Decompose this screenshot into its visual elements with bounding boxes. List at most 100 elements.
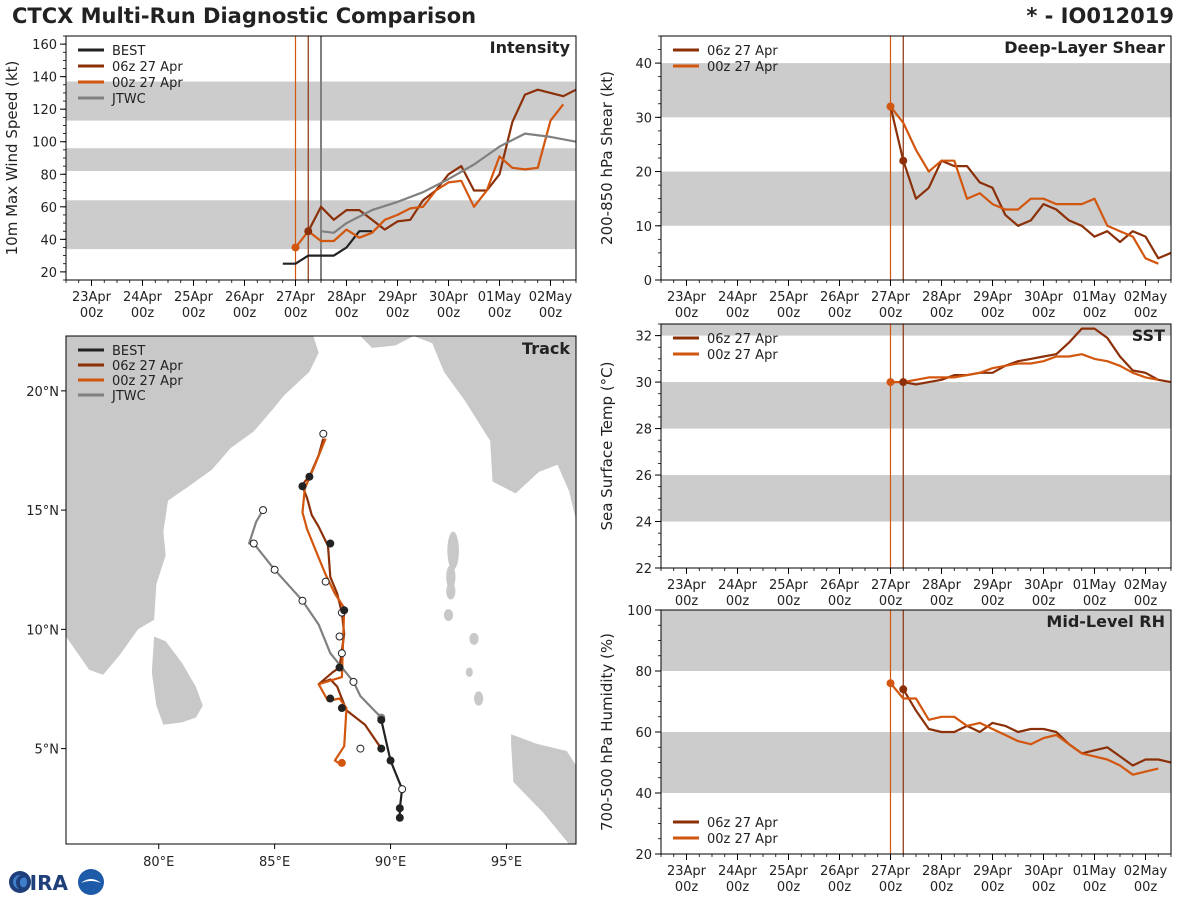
- sst-xtick-day: 01May: [1073, 578, 1117, 593]
- intensity-title: Intensity: [490, 38, 571, 57]
- best-marker: [398, 785, 407, 794]
- intensity-xtick-day: 29Apr: [378, 290, 418, 305]
- jtwc-marker: [298, 596, 307, 605]
- run06-marker: [326, 694, 335, 703]
- sst-ytick-label: 30: [635, 376, 652, 391]
- shear-title: Deep-Layer Shear: [1004, 38, 1165, 57]
- rh-xtick-hour: 00z: [675, 880, 699, 895]
- shear-xtick-hour: 00z: [1134, 306, 1158, 321]
- sst-band-0: [661, 475, 1171, 522]
- jtwc-marker: [270, 565, 279, 574]
- sst-xtick-day: 23Apr: [667, 578, 707, 593]
- island-0: [447, 531, 459, 570]
- shear-xtick-day: 25Apr: [769, 290, 809, 305]
- shear-xtick-day: 01May: [1073, 290, 1117, 305]
- rh-xtick-day: 26Apr: [820, 864, 860, 879]
- intensity-xtick-hour: 00z: [539, 306, 563, 321]
- sst-chart: 22242628303223Apr00z24Apr00z25Apr00z26Ap…: [598, 323, 1172, 609]
- intensity-series-run00: [294, 103, 565, 249]
- rh-xtick-day: 28Apr: [922, 864, 962, 879]
- rh-ytick-label: 80: [635, 665, 652, 680]
- sri-lanka-land: [151, 636, 203, 725]
- track-jtwc: [248, 509, 383, 719]
- intensity-ylabel: 10m Max Wind Speed (kt): [3, 61, 21, 256]
- run06-marker: [319, 429, 328, 438]
- intensity-xtick-day: 30Apr: [429, 290, 469, 305]
- run06-marker: [305, 472, 314, 481]
- intensity-ytick-label: 140: [32, 71, 57, 86]
- rh-band-0: [661, 732, 1171, 793]
- sst-ytick-label: 24: [635, 516, 652, 531]
- shear-init-marker-0: [886, 102, 895, 111]
- shear-xtick-hour: 00z: [1032, 306, 1056, 321]
- rh-xtick-hour: 00z: [879, 880, 903, 895]
- rh-xtick-hour: 00z: [726, 880, 750, 895]
- sst-xtick-day: 28Apr: [922, 578, 962, 593]
- svg-text:CIRA: CIRA: [15, 871, 69, 895]
- intensity-chart: 2040608010012014016023Apr00z24Apr00z25Ap…: [3, 35, 577, 321]
- page-title: CTCX Multi-Run Diagnostic Comparison: [12, 4, 477, 28]
- sst-xtick-hour: 00z: [879, 594, 903, 609]
- track-ytick-label: 10°N: [26, 623, 59, 638]
- sst-xtick-day: 29Apr: [973, 578, 1013, 593]
- shear-legend-label: 06z 27 Apr: [707, 44, 778, 59]
- rh-series-run06: [902, 688, 1171, 767]
- shear-series-group: [889, 105, 1171, 265]
- intensity-legend-label: 06z 27 Apr: [112, 60, 183, 75]
- intensity-series-jtwc: [320, 132, 576, 234]
- map-land: [66, 336, 576, 844]
- shear-legend-label: 00z 27 Apr: [707, 60, 778, 75]
- rh-init-marker-0: [886, 679, 895, 688]
- rh-title: Mid-Level RH: [1046, 612, 1165, 631]
- shear-xtick-day: 26Apr: [820, 290, 860, 305]
- run06-marker: [298, 482, 307, 491]
- island-5: [465, 667, 473, 678]
- intensity-ytick-label: 80: [40, 168, 57, 183]
- intensity-init-marker-0: [291, 243, 300, 252]
- sst-ylabel: Sea Surface Temp (°C): [598, 361, 616, 530]
- rh-xtick-day: 25Apr: [769, 864, 809, 879]
- rh-xtick-hour: 00z: [930, 880, 954, 895]
- shear-xtick-day: 28Apr: [922, 290, 962, 305]
- rh-xtick-hour: 00z: [1083, 880, 1107, 895]
- rh-legend-label: 06z 27 Apr: [707, 816, 778, 831]
- rh-legend-label: 00z 27 Apr: [707, 832, 778, 847]
- rh-ylabel: 700-500 hPa Humidity (%): [598, 633, 616, 831]
- sst-ytick-label: 22: [635, 562, 652, 577]
- rh-xtick-day: 02May: [1124, 864, 1168, 879]
- jtwc-marker: [249, 539, 258, 548]
- intensity-xtick-hour: 00z: [233, 306, 257, 321]
- rh-xtick-hour: 00z: [1134, 880, 1158, 895]
- shear-ytick-label: 10: [635, 220, 652, 235]
- island-4: [469, 632, 479, 645]
- sst-xtick-hour: 00z: [777, 594, 801, 609]
- intensity-xtick-hour: 00z: [488, 306, 512, 321]
- intensity-series-group: [282, 88, 576, 265]
- sst-init-marker-0: [886, 378, 895, 387]
- island-6: [474, 691, 484, 706]
- rh-xtick-day: 27Apr: [871, 864, 911, 879]
- shear-band-1: [661, 63, 1171, 118]
- rh-ytick-label: 100: [627, 604, 652, 619]
- sst-xtick-day: 26Apr: [820, 578, 860, 593]
- sst-band-2: [661, 324, 1171, 336]
- run06-marker: [337, 704, 346, 713]
- track-ytick-label: 15°N: [26, 504, 59, 519]
- sst-xtick-hour: 00z: [726, 594, 750, 609]
- intensity-xtick-hour: 00z: [437, 306, 461, 321]
- track-best: [380, 719, 404, 818]
- rh-xtick-hour: 00z: [981, 880, 1005, 895]
- intensity-ytick-label: 100: [32, 136, 57, 151]
- sumatra-land: [511, 734, 576, 844]
- shear-ylabel: 200-850 hPa Shear (kt): [598, 71, 616, 245]
- sst-series-run00: [890, 353, 1159, 384]
- sst-xtick-hour: 00z: [1083, 594, 1107, 609]
- intensity-init-marker-1: [304, 227, 313, 236]
- sst-xtick-day: 27Apr: [871, 578, 911, 593]
- intensity-ytick-label: 160: [32, 38, 57, 53]
- jtwc-marker: [337, 649, 346, 658]
- sst-series-group: [890, 327, 1171, 386]
- intensity-xtick-day: 28Apr: [327, 290, 367, 305]
- jtwc-marker: [356, 744, 365, 753]
- sst-xtick-day: 25Apr: [769, 578, 809, 593]
